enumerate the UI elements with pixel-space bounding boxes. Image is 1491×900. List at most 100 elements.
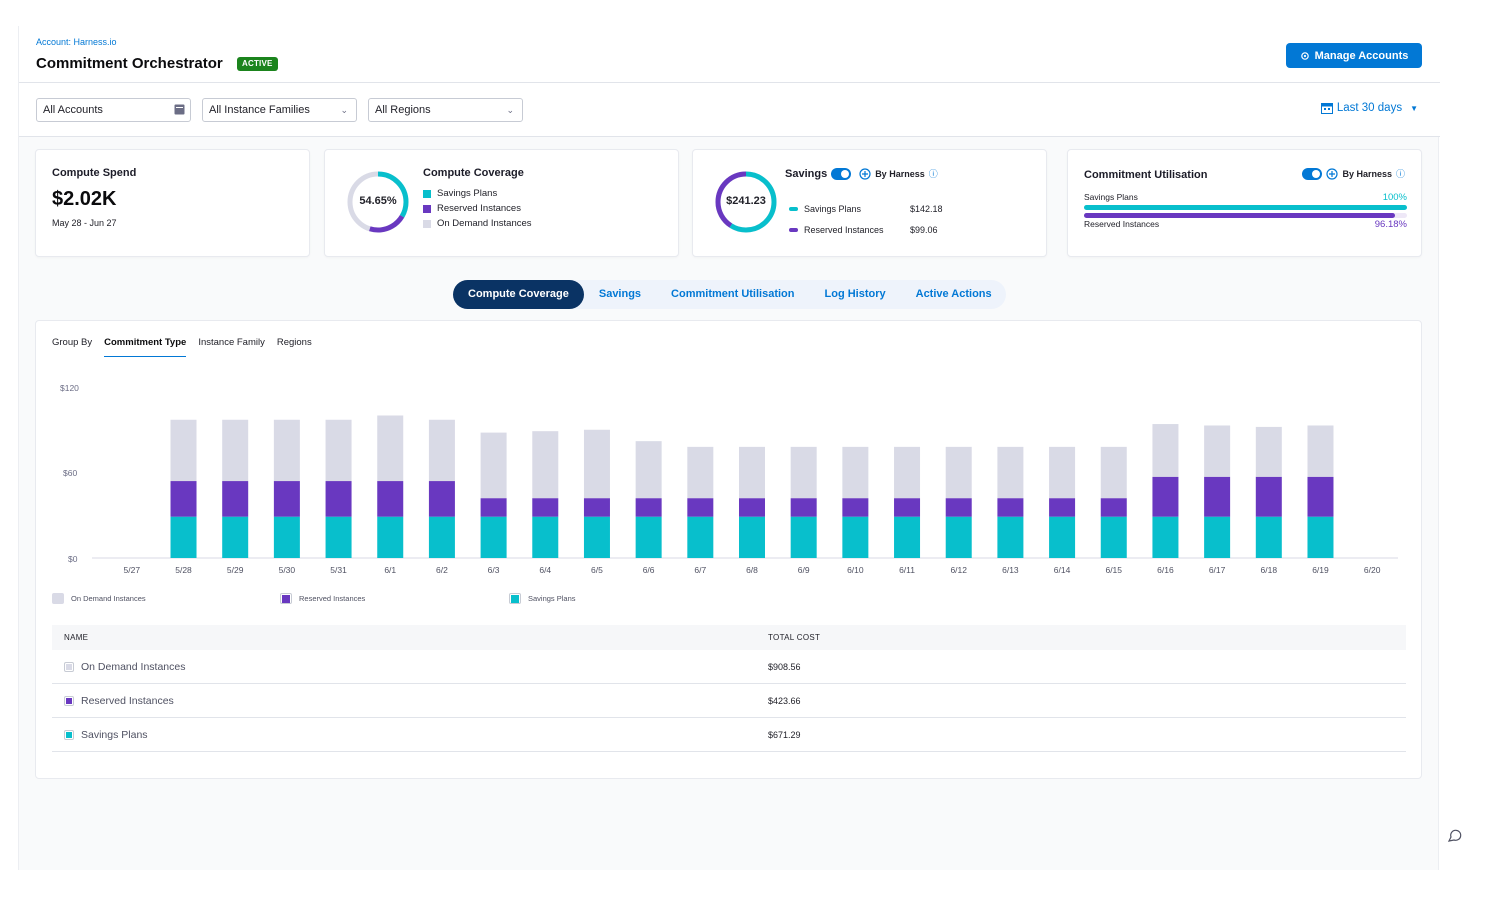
bar-on-demand-instances[interactable] bbox=[945, 446, 972, 499]
bar-reserved-instances[interactable] bbox=[480, 498, 507, 517]
bar-savings-plans[interactable] bbox=[377, 516, 404, 558]
bar-on-demand-instances[interactable] bbox=[997, 446, 1024, 499]
bar-on-demand-instances[interactable] bbox=[790, 446, 817, 499]
x-tick-label: 6/16 bbox=[1157, 565, 1174, 575]
bar-reserved-instances[interactable] bbox=[687, 498, 714, 517]
bar-on-demand-instances[interactable] bbox=[273, 419, 300, 482]
bar-on-demand-instances[interactable] bbox=[635, 441, 662, 499]
bar-reserved-instances[interactable] bbox=[428, 481, 455, 517]
bar-savings-plans[interactable] bbox=[532, 516, 559, 558]
table-row[interactable]: On Demand Instances $908.56 bbox=[52, 650, 1406, 684]
bar-savings-plans[interactable] bbox=[428, 516, 455, 558]
bar-on-demand-instances[interactable] bbox=[842, 446, 869, 499]
bar-on-demand-instances[interactable] bbox=[532, 431, 559, 499]
bar-reserved-instances[interactable] bbox=[532, 498, 559, 517]
bar-on-demand-instances[interactable] bbox=[377, 415, 404, 482]
bar-on-demand-instances[interactable] bbox=[687, 446, 714, 499]
bar-savings-plans[interactable] bbox=[842, 516, 869, 558]
bar-reserved-instances[interactable] bbox=[1152, 476, 1179, 517]
bar-reserved-instances[interactable] bbox=[894, 498, 921, 517]
date-range-picker[interactable]: Last 30 days ▼ bbox=[1320, 102, 1418, 114]
group-by-commitment-type[interactable]: Commitment Type bbox=[104, 337, 187, 357]
chart-legend-item[interactable]: Reserved Instances bbox=[280, 593, 365, 604]
bar-reserved-instances[interactable] bbox=[1049, 498, 1076, 517]
bar-reserved-instances[interactable] bbox=[1307, 476, 1334, 517]
utilisation-toggle-group: By Harness ⓘ bbox=[1302, 167, 1405, 180]
bar-on-demand-instances[interactable] bbox=[222, 419, 249, 482]
bar-reserved-instances[interactable] bbox=[377, 481, 404, 517]
bar-on-demand-instances[interactable] bbox=[325, 419, 352, 482]
bar-on-demand-instances[interactable] bbox=[1100, 446, 1127, 499]
bar-savings-plans[interactable] bbox=[1255, 516, 1282, 558]
row-color-chip bbox=[64, 695, 74, 706]
chart-legend-item[interactable]: On Demand Instances bbox=[52, 593, 146, 604]
bar-reserved-instances[interactable] bbox=[222, 481, 249, 517]
instance-families-select[interactable]: All Instance Families ⌄ bbox=[202, 98, 357, 122]
bar-savings-plans[interactable] bbox=[325, 516, 352, 558]
bar-reserved-instances[interactable] bbox=[997, 498, 1024, 517]
utilisation-toggle[interactable] bbox=[1302, 167, 1323, 180]
bar-savings-plans[interactable] bbox=[739, 516, 765, 558]
bar-savings-plans[interactable] bbox=[583, 516, 610, 558]
compute-spend-value: $2.02K bbox=[52, 188, 117, 210]
breadcrumb[interactable]: Account: Harness.io bbox=[36, 37, 117, 47]
bar-savings-plans[interactable] bbox=[894, 516, 921, 558]
row-color-chip bbox=[64, 729, 74, 740]
bar-savings-plans[interactable] bbox=[1100, 516, 1127, 558]
manage-accounts-button[interactable]: Manage Accounts bbox=[1286, 43, 1422, 68]
bar-savings-plans[interactable] bbox=[273, 516, 300, 558]
accounts-select[interactable]: All Accounts bbox=[36, 98, 191, 122]
info-icon[interactable]: ⓘ bbox=[1395, 169, 1405, 179]
tab-commitment-utilisation[interactable]: Commitment Utilisation bbox=[671, 288, 795, 300]
bar-on-demand-instances[interactable] bbox=[1255, 426, 1282, 477]
bar-on-demand-instances[interactable] bbox=[1049, 446, 1076, 499]
bar-savings-plans[interactable] bbox=[1049, 516, 1076, 558]
bar-on-demand-instances[interactable] bbox=[1307, 425, 1334, 477]
tab-savings[interactable]: Savings bbox=[598, 288, 642, 300]
chart-legend-item[interactable]: Savings Plans bbox=[509, 593, 576, 604]
bar-reserved-instances[interactable] bbox=[273, 481, 300, 517]
bar-reserved-instances[interactable] bbox=[842, 498, 869, 517]
bar-reserved-instances[interactable] bbox=[325, 481, 352, 517]
group-by-instance-family[interactable]: Instance Family bbox=[198, 337, 265, 348]
bar-on-demand-instances[interactable] bbox=[480, 432, 507, 499]
bar-savings-plans[interactable] bbox=[635, 516, 662, 558]
bar-on-demand-instances[interactable] bbox=[583, 429, 610, 499]
bar-on-demand-instances[interactable] bbox=[739, 446, 765, 499]
bar-on-demand-instances[interactable] bbox=[1152, 424, 1179, 477]
tab-active-actions[interactable]: Active Actions bbox=[915, 288, 992, 300]
bar-savings-plans[interactable] bbox=[170, 516, 197, 558]
bar-savings-plans[interactable] bbox=[1307, 516, 1334, 558]
bar-on-demand-instances[interactable] bbox=[428, 419, 455, 482]
bar-reserved-instances[interactable] bbox=[945, 498, 972, 517]
savings-total: $241.23 bbox=[726, 195, 766, 207]
bar-reserved-instances[interactable] bbox=[635, 498, 662, 517]
bar-on-demand-instances[interactable] bbox=[894, 446, 921, 499]
bar-reserved-instances[interactable] bbox=[583, 498, 610, 517]
regions-select[interactable]: All Regions ⌄ bbox=[368, 98, 523, 122]
bar-savings-plans[interactable] bbox=[1204, 516, 1231, 558]
group-by-regions[interactable]: Regions bbox=[276, 337, 312, 348]
bar-savings-plans[interactable] bbox=[997, 516, 1024, 558]
table-row[interactable]: Reserved Instances $423.66 bbox=[52, 684, 1406, 718]
bar-savings-plans[interactable] bbox=[687, 516, 714, 558]
info-icon[interactable]: ⓘ bbox=[928, 169, 938, 179]
bar-reserved-instances[interactable] bbox=[1255, 476, 1282, 517]
tab-compute-coverage[interactable]: Compute Coverage bbox=[453, 280, 584, 309]
table-row[interactable]: Savings Plans $671.29 bbox=[52, 718, 1406, 752]
bar-on-demand-instances[interactable] bbox=[170, 419, 197, 482]
bar-reserved-instances[interactable] bbox=[170, 481, 197, 517]
bar-savings-plans[interactable] bbox=[790, 516, 817, 558]
bar-reserved-instances[interactable] bbox=[739, 498, 765, 517]
bar-reserved-instances[interactable] bbox=[1100, 498, 1127, 517]
bar-on-demand-instances[interactable] bbox=[1204, 425, 1231, 477]
feedback-icon[interactable] bbox=[1446, 828, 1462, 844]
bar-savings-plans[interactable] bbox=[480, 516, 507, 558]
bar-savings-plans[interactable] bbox=[1152, 516, 1179, 558]
bar-reserved-instances[interactable] bbox=[1204, 476, 1231, 517]
bar-savings-plans[interactable] bbox=[222, 516, 249, 558]
tab-log-history[interactable]: Log History bbox=[824, 288, 886, 300]
bar-savings-plans[interactable] bbox=[945, 516, 972, 558]
bar-reserved-instances[interactable] bbox=[790, 498, 817, 517]
savings-toggle[interactable] bbox=[831, 167, 852, 180]
